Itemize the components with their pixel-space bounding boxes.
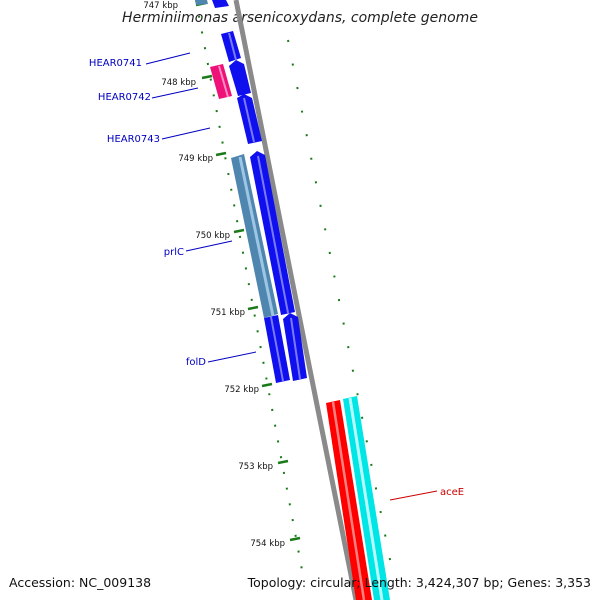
- rna-features: [326, 396, 390, 600]
- map-title: Herminiimonas arsenicoxydans, complete g…: [122, 10, 478, 26]
- genome-summary-text: Topology: circular; Length: 3,424,307 bp…: [247, 575, 591, 590]
- gene-label-hear0743[interactable]: HEAR0743: [107, 134, 160, 145]
- gene-label-hear0742[interactable]: HEAR0742: [98, 92, 151, 103]
- ruler-label-752: 752 kbp: [224, 385, 259, 395]
- inner-dotted-track: [195, 0, 303, 571]
- blast-feature-top: [195, 0, 208, 5]
- ruler-label-753: 753 kbp: [238, 462, 273, 472]
- ruler-label-750: 750 kbp: [195, 231, 230, 241]
- cds-highlights: [228, 32, 301, 382]
- cds-top-1: [212, 0, 229, 8]
- ruler-labels: 747 kbp 748 kbp 749 kbp 750 kbp 751 kbp …: [143, 1, 285, 549]
- pseudo-features: [210, 64, 232, 99]
- label-leaders: [145, 52, 438, 501]
- ruler-label-748: 748 kbp: [161, 78, 196, 88]
- gene-labels: HEAR0741 HEAR0742 HEAR0743 prlC folD ace…: [89, 58, 464, 498]
- accession-text: Accession: NC_009138: [9, 575, 152, 590]
- ruler-label-747: 747 kbp: [143, 1, 178, 11]
- gene-label-acee[interactable]: aceE: [440, 487, 464, 498]
- gene-label-fold[interactable]: folD: [186, 357, 206, 368]
- pseudo-feature-hear0742: [210, 64, 232, 99]
- ruler-label-754: 754 kbp: [250, 539, 285, 549]
- gene-label-hear0741[interactable]: HEAR0741: [89, 58, 142, 69]
- cds-hear0741: [229, 60, 251, 96]
- ruler-label-749: 749 kbp: [178, 154, 213, 164]
- ruler-label-751: 751 kbp: [210, 308, 245, 318]
- cds-top-2: [221, 31, 241, 62]
- blast-features: [195, 0, 278, 318]
- gene-label-prlc[interactable]: prlC: [164, 247, 184, 258]
- genome-backbone: [233, 0, 359, 600]
